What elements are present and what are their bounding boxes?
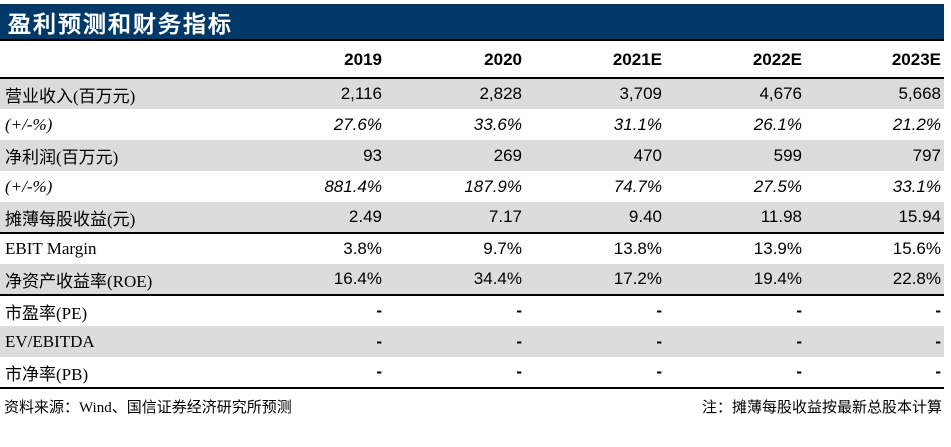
cell-value: 4,676	[665, 78, 805, 109]
calculation-note: 注：摊薄每股收益按最新总股本计算	[701, 400, 942, 416]
cell-value: 2,828	[385, 78, 525, 109]
table-row-pe: 市盈率(PE) - - - - -	[0, 295, 944, 326]
row-label: EV/EBITDA	[0, 326, 245, 357]
cell-value: 599	[665, 140, 805, 171]
cell-value: 26.1%	[753, 114, 802, 134]
header-year: 2020	[385, 41, 525, 79]
cell-value: -	[665, 326, 805, 357]
cell-value: 31.1%	[613, 114, 662, 134]
financial-forecast-table: 2019 2020 2021E 2022E 2023E 营业收入(百万元) 2,…	[0, 41, 944, 389]
cell-value: 2,116	[245, 78, 385, 109]
table-row-ev-ebitda: EV/EBITDA - - - - -	[0, 326, 944, 357]
table-row-profit-growth: (+/-%) 881.4% 187.9% 74.7% 27.5% 33.1%	[0, 171, 944, 202]
cell-value: 19.4%	[665, 264, 805, 296]
row-label: (+/-%)	[5, 176, 53, 196]
row-label: (+/-%)	[5, 114, 53, 134]
cell-value: -	[245, 326, 385, 357]
report-table-sheet: 盈利预测和财务指标 2019 2020 2021E 2022E 2023E 营业…	[0, 4, 944, 417]
row-label: 营业收入(百万元)	[0, 78, 245, 109]
section-title: 盈利预测和财务指标	[8, 11, 233, 37]
cell-value: 33.1%	[892, 176, 941, 196]
cell-value: 93	[245, 140, 385, 171]
header-year: 2019	[245, 41, 385, 79]
cell-value: 74.7%	[613, 176, 662, 196]
cell-value: 797	[805, 140, 944, 171]
cell-value: 3,709	[525, 78, 665, 109]
cell-value: 881.4%	[324, 176, 382, 196]
row-label: 市盈率(PE)	[5, 303, 88, 323]
row-label: 净利润(百万元)	[0, 140, 245, 171]
cell-value: 470	[525, 140, 665, 171]
row-label: 市净率(PB)	[0, 357, 245, 389]
cell-value: -	[245, 357, 385, 389]
cell-value: -	[385, 326, 525, 357]
cell-value: 5,668	[805, 78, 944, 109]
table-row-pb: 市净率(PB) - - - - -	[0, 357, 944, 389]
cell-value: -	[385, 357, 525, 389]
cell-value: -	[665, 357, 805, 389]
cell-value: -	[796, 301, 802, 320]
cell-value: 2.49	[245, 202, 385, 234]
cell-value: 13.9%	[753, 239, 802, 258]
table-footer: 资料来源：Wind、国信证券经济研究所预测 注：摊薄每股收益按最新总股本计算	[0, 396, 944, 417]
cell-value: 15.94	[805, 202, 944, 234]
cell-value: -	[805, 357, 944, 389]
section-title-bar: 盈利预测和财务指标	[0, 4, 944, 41]
cell-value: -	[525, 357, 665, 389]
cell-value: 27.5%	[753, 176, 802, 196]
cell-value: 9.7%	[483, 239, 522, 258]
row-label: 摊薄每股收益(元)	[0, 202, 245, 234]
table-row-revenue-growth: (+/-%) 27.6% 33.6% 31.1% 26.1% 21.2%	[0, 109, 944, 140]
cell-value: 3.8%	[343, 239, 382, 258]
cell-value: -	[516, 301, 522, 320]
table-row-revenue: 营业收入(百万元) 2,116 2,828 3,709 4,676 5,668	[0, 78, 944, 109]
row-label: EBIT Margin	[5, 239, 97, 258]
cell-value: 27.6%	[333, 114, 382, 134]
cell-value: -	[805, 326, 944, 357]
row-label: 净资产收益率(ROE)	[0, 264, 245, 296]
cell-value: 187.9%	[464, 176, 522, 196]
header-year: 2022E	[665, 41, 805, 79]
cell-value: 21.2%	[892, 114, 941, 134]
cell-value: 22.8%	[805, 264, 944, 296]
cell-value: 16.4%	[245, 264, 385, 296]
header-year: 2023E	[805, 41, 944, 79]
cell-value: 33.6%	[473, 114, 522, 134]
table-row-roe: 净资产收益率(ROE) 16.4% 34.4% 17.2% 19.4% 22.8…	[0, 264, 944, 296]
cell-value: -	[525, 326, 665, 357]
cell-value: -	[376, 301, 382, 320]
table-row-diluted-eps: 摊薄每股收益(元) 2.49 7.17 9.40 11.98 15.94	[0, 202, 944, 234]
cell-value: 34.4%	[385, 264, 525, 296]
source-note: 资料来源：Wind、国信证券经济研究所预测	[4, 400, 292, 416]
cell-value: -	[935, 301, 941, 320]
table-row-net-profit: 净利润(百万元) 93 269 470 599 797	[0, 140, 944, 171]
header-row: 2019 2020 2021E 2022E 2023E	[0, 41, 944, 79]
table-row-ebit-margin: EBIT Margin 3.8% 9.7% 13.8% 13.9% 15.6%	[0, 233, 944, 264]
cell-value: 9.40	[525, 202, 665, 234]
cell-value: 13.8%	[613, 239, 662, 258]
cell-value: 269	[385, 140, 525, 171]
header-blank-cell	[0, 41, 245, 79]
header-year: 2021E	[525, 41, 665, 79]
cell-value: -	[656, 301, 662, 320]
cell-value: 17.2%	[525, 264, 665, 296]
cell-value: 15.6%	[892, 239, 941, 258]
cell-value: 11.98	[665, 202, 805, 234]
cell-value: 7.17	[385, 202, 525, 234]
